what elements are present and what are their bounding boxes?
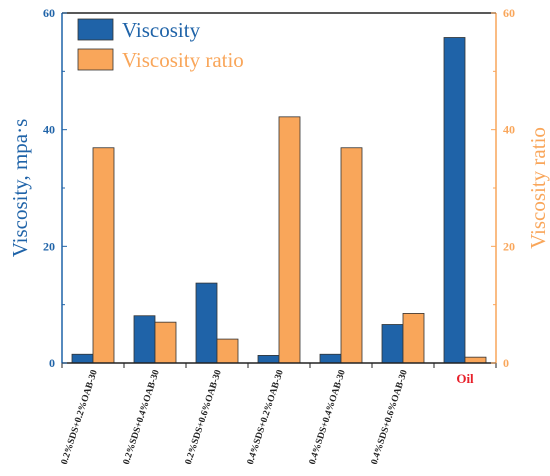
x-tick-label-2: 0.2%SDS+0.6%OAB-30 [184, 369, 224, 466]
bar-viscosity-5 [381, 324, 404, 364]
legend-swatch-viscosity [77, 18, 114, 41]
bar-viscosity-ratio-3 [278, 116, 301, 364]
x-tick-label-0: 0.2%SDS+0.2%OAB-30 [60, 369, 100, 466]
y-tick-label-left-60: 60 [43, 6, 55, 20]
bar-viscosity-6 [443, 37, 466, 364]
x-tick-label-1: 0.2%SDS+0.4%OAB-30 [122, 369, 162, 466]
x-tick-label-6: Oil [456, 371, 474, 386]
bar-viscosity-0 [71, 353, 94, 364]
y-tick-label-right-40: 40 [503, 123, 515, 137]
bar-viscosity-ratio-0 [92, 147, 115, 364]
bar-viscosity-ratio-5 [402, 313, 425, 364]
bar-viscosity-ratio-1 [154, 321, 177, 364]
legend-swatch-viscosity-ratio [77, 48, 114, 71]
y-tick-label-left-40: 40 [43, 123, 55, 137]
y-axis-title-right: Viscosity ratio [526, 127, 550, 249]
y-tick-label-left-20: 20 [43, 239, 55, 253]
y-tick-label-right-20: 20 [503, 239, 515, 253]
x-tick-label-4: 0.4%SDS+0.4%OAB-30 [308, 369, 348, 466]
y-axis-title-left: Viscosity, mpa·s [8, 119, 32, 258]
y-tick-label-left-0: 0 [49, 356, 55, 370]
legend: Viscosity Viscosity ratio [77, 18, 244, 72]
axes-layer [61, 12, 497, 368]
bar-viscosity-ratio-6 [464, 356, 487, 364]
bar-viscosity-ratio-2 [216, 338, 239, 364]
bar-viscosity-3 [257, 355, 280, 364]
x-tick-label-3: 0.4%SDS+0.2%OAB-30 [246, 369, 286, 466]
bar-viscosity-1 [133, 315, 156, 364]
bar-viscosity-2 [195, 282, 218, 364]
bar-viscosity-ratio-4 [340, 147, 363, 364]
bar-viscosity-4 [319, 353, 342, 364]
legend-label-viscosity-ratio: Viscosity ratio [122, 48, 244, 72]
x-tick-label-5: 0.4%SDS+0.6%OAB-30 [370, 369, 410, 466]
bars-layer [71, 37, 487, 364]
legend-label-viscosity: Viscosity [122, 18, 201, 42]
y-tick-label-right-60: 60 [503, 6, 515, 20]
y-tick-label-right-0: 0 [503, 356, 509, 370]
